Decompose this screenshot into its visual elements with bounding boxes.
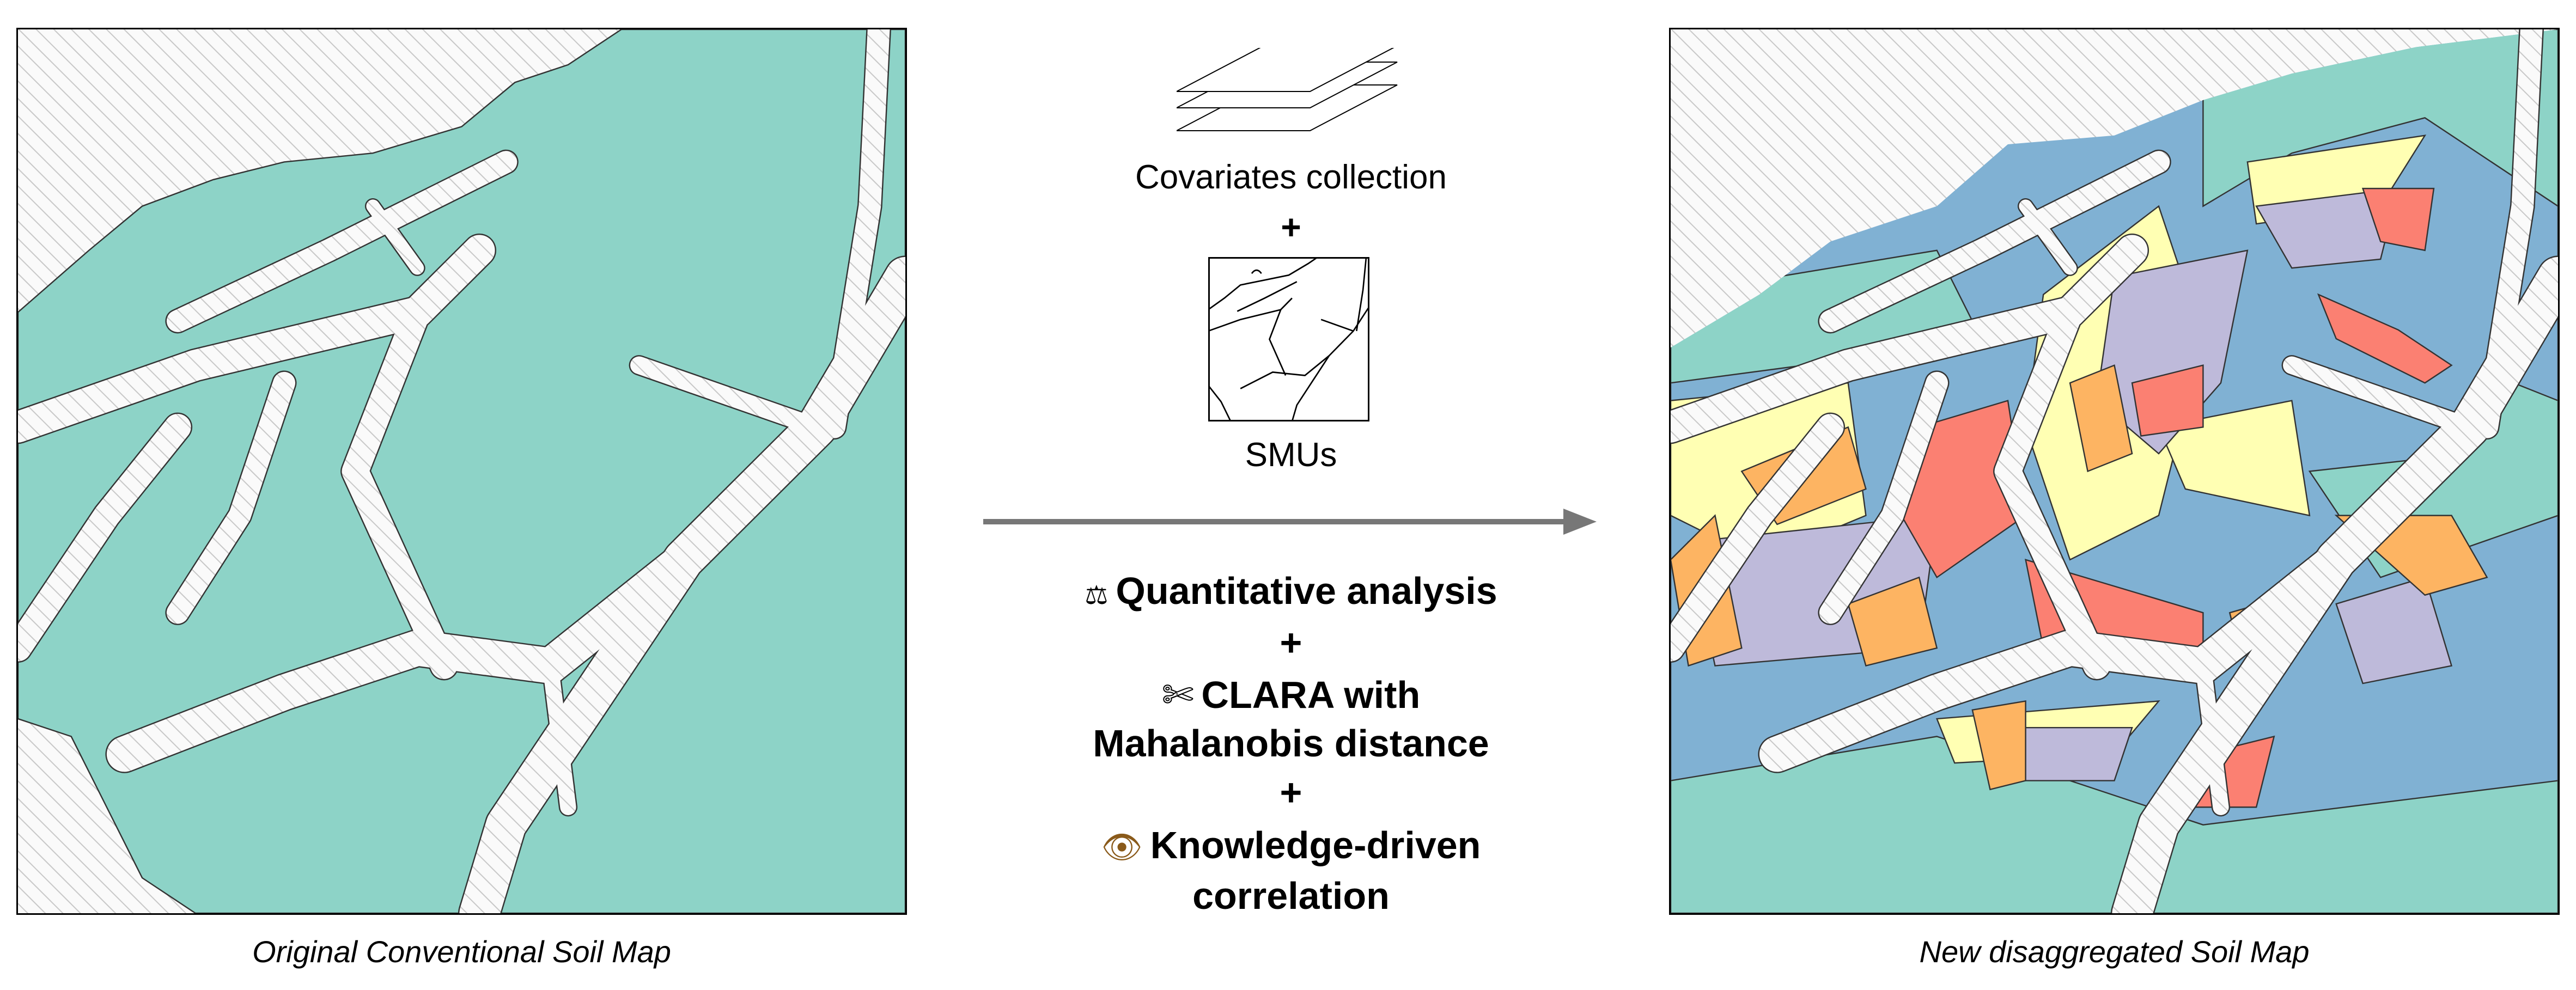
channel (366, 199, 424, 275)
soil-class-orange (2069, 364, 2133, 473)
channel (106, 542, 702, 772)
original-soil-map-graphic (18, 29, 905, 913)
right-map-caption: New disaggregated Soil Map (1919, 934, 2310, 969)
process-arrow-icon (983, 509, 1597, 535)
soil-class-red (2361, 187, 2435, 252)
soil-class-red (2131, 364, 2204, 437)
smu-outline-map-icon (1208, 257, 1369, 421)
channel (2476, 29, 2543, 438)
channel (1759, 542, 2354, 772)
channel-network (1671, 29, 2558, 913)
channel (1994, 299, 2110, 679)
soil-class-teal (1671, 736, 2558, 913)
soil-class-purple (2255, 187, 2400, 269)
disaggregated-soil-map-graphic (1671, 29, 2558, 913)
soil-class-orange (1971, 700, 2026, 791)
knowledge-label-line1: Knowledge-driven (1150, 824, 1481, 866)
soil-class-red (2317, 293, 2453, 384)
channel (542, 657, 576, 815)
soil-class-yellow (2158, 400, 2311, 517)
method-knowledge: 👁 Knowledge-driven (991, 823, 1591, 867)
channel (1671, 414, 1844, 662)
plus-sign: + (1281, 207, 1301, 247)
method-quantitative: ⚖ Quantitative analysis (991, 569, 1591, 613)
smus-label: SMUs (1245, 436, 1337, 474)
channel (1671, 235, 2148, 443)
quantitative-label: Quantitative analysis (1116, 570, 1497, 612)
channel (630, 356, 826, 436)
stacked-layers-icon (1177, 48, 1398, 131)
clara-label-line1: CLARA with (1201, 674, 1421, 716)
eye-icon: 👁 (1101, 829, 1143, 865)
method-clara: ✄ CLARA with (991, 673, 1591, 717)
balance-scale-icon: ⚖ (1085, 581, 1109, 610)
channel-network (18, 29, 905, 913)
disaggregated-soil-map (1669, 28, 2560, 915)
clara-label-line2: Mahalanobis distance (1093, 722, 1489, 765)
channel (342, 299, 458, 679)
channel (2195, 657, 2229, 815)
channel (18, 414, 191, 662)
channel (166, 371, 296, 624)
original-soil-map (16, 28, 907, 915)
channel (1819, 371, 1948, 624)
left-map-caption: Original Conventional Soil Map (252, 934, 671, 969)
plus-sign: + (1280, 621, 1302, 664)
covariates-label: Covariates collection (1135, 158, 1447, 196)
soil-class-orange (1847, 576, 1938, 667)
soil-class-purple (2335, 576, 2453, 685)
channel (1819, 151, 2170, 332)
channel (2283, 356, 2478, 436)
channel (166, 151, 517, 332)
plus-sign: + (1280, 771, 1302, 814)
channel (823, 29, 890, 438)
scissors-icon: ✄ (1161, 674, 1194, 716)
channel (2019, 199, 2077, 275)
channel (18, 235, 495, 443)
knowledge-label-line2: correlation (1192, 875, 1390, 917)
